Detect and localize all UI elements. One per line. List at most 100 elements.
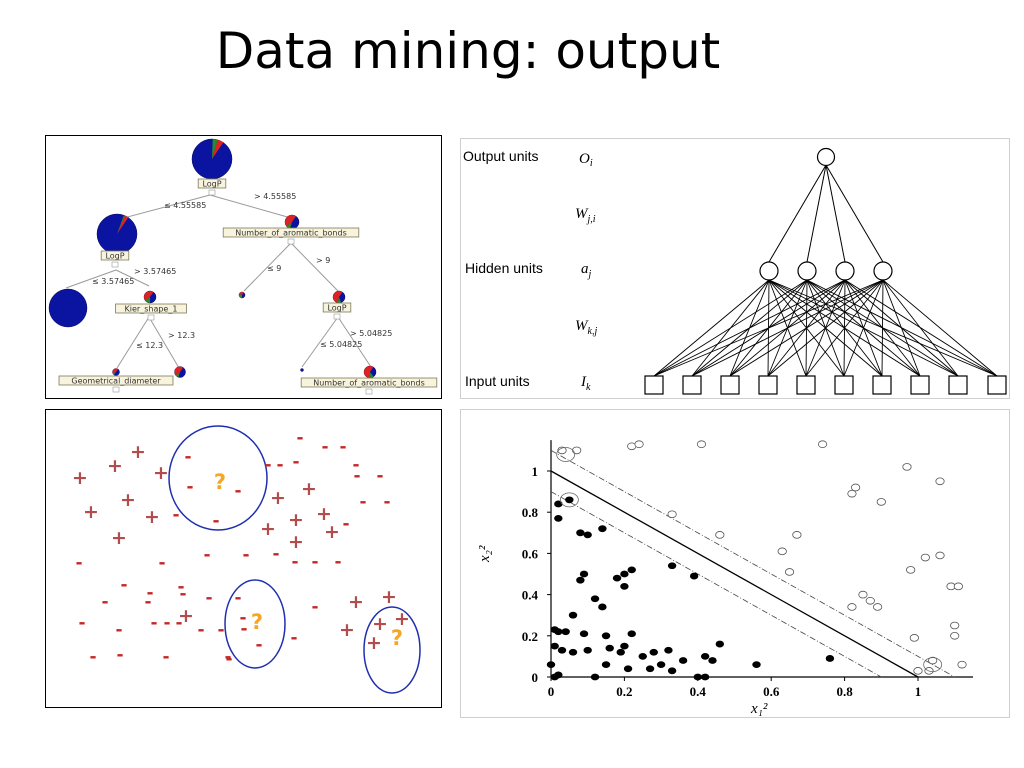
tree-node-left-right: Kier_shape_1 (115, 303, 187, 321)
decision-tree-diagram: LogP LogP Number_of_aromatic_bonds Kier_sha… (48, 138, 438, 395)
y-axis-label: x₂² (477, 545, 493, 563)
x-tick-label: 0.6 (763, 684, 780, 699)
x-tick-label: 0.8 (836, 684, 853, 699)
tree-edge-label-kier-le: ≤ 12.3 (136, 341, 163, 350)
hidden-unit (873, 261, 893, 281)
margin-line (550, 450, 955, 678)
positive-point (700, 673, 710, 681)
input-hidden-weight (882, 279, 921, 377)
positive-point (620, 582, 629, 590)
tree-node-leaf-nab: Number_of_aromatic_bonds (300, 377, 438, 395)
y-tick-label: 0.4 (522, 588, 539, 603)
tree-node-pie-kier-gt (174, 366, 186, 378)
minus-sample: - (311, 597, 318, 617)
minus-sample: - (321, 437, 328, 457)
plus-sample: + (288, 509, 304, 531)
positive-point (715, 640, 725, 648)
hidden-units-label: Hidden units (465, 260, 543, 276)
minus-sample: - (197, 620, 204, 640)
tree-edge-label-logp2-le: ≤ 5.04825 (320, 340, 362, 349)
negative-point (913, 667, 923, 675)
positive-point (561, 628, 570, 636)
positive-point (620, 642, 629, 650)
negative-point (858, 590, 868, 599)
input-hidden-weight (729, 279, 884, 377)
positive-point (627, 566, 636, 574)
negative-point (817, 440, 828, 449)
positive-point (825, 655, 835, 662)
minus-sample: - (225, 649, 232, 669)
input-unit (834, 375, 854, 395)
minus-sample: - (101, 592, 108, 612)
negative-point (777, 547, 787, 556)
tree-node-pie-right (284, 214, 300, 230)
negative-point (876, 498, 886, 506)
negative-point (847, 489, 857, 498)
positive-point (664, 646, 673, 654)
plus-sample: + (324, 521, 340, 543)
cluster-ellipse-2 (224, 579, 286, 669)
y-tick-label: 0.6 (522, 546, 539, 561)
input-hidden-weight (805, 279, 884, 377)
hidden-output-weight (768, 164, 827, 263)
input-symbol: Ik (580, 374, 591, 393)
minus-sample: - (144, 592, 151, 612)
negative-point (953, 582, 963, 591)
input-hidden-weight (767, 279, 884, 377)
tree-node-right: Number_of_aromatic_bonds (222, 227, 360, 245)
positive-point (565, 496, 574, 504)
minus-sample: - (78, 613, 85, 633)
tree-node-label: Kier_shape_1 (125, 305, 178, 314)
clustering-panel: + + + + + + + + + + + + + + + + + + + + + + - - - - - - - - - - - - - - - - - -… (45, 409, 442, 708)
positive-point (638, 653, 647, 660)
cluster-ellipse-1 (168, 425, 268, 531)
unknown-sample-2: ? (251, 610, 263, 634)
positive-point (590, 595, 600, 603)
positive-point (579, 630, 589, 638)
minus-sample: - (234, 481, 241, 501)
plus-sample: + (372, 613, 388, 635)
minus-sample: - (179, 584, 186, 604)
positive-point (649, 648, 658, 656)
positive-point (546, 661, 556, 669)
minus-sample: - (217, 620, 224, 640)
support-vector-ring (923, 657, 943, 673)
positive-point (568, 611, 578, 619)
tree-edge-label-nab-le: ≤ 9 (267, 264, 281, 273)
input-unit (682, 375, 702, 395)
tree-node-pie-leaf-ll (48, 288, 88, 328)
input-hidden-weight (653, 279, 808, 377)
negative-point (572, 446, 582, 455)
positive-point (583, 531, 592, 539)
tree-node-root: LogP (197, 178, 227, 196)
minus-sample: - (376, 466, 383, 486)
minus-sample: - (146, 583, 153, 603)
minus-sample: - (290, 628, 297, 648)
minus-sample: - (359, 492, 366, 512)
minus-sample: - (115, 620, 122, 640)
negative-point (696, 440, 707, 449)
minus-sample: - (203, 545, 210, 565)
positive-point (678, 657, 688, 664)
classification-scatter-diagram: +++ +++ +++ ++ ++ ++++ ++ + ++- - -- -- -- --- -- -- - --… (72, 425, 421, 694)
tree-edge-label-root-le: ≤ 4.55585 (164, 201, 206, 210)
tree-node-pie-left (96, 213, 138, 255)
input-unit (910, 375, 930, 395)
input-hidden-weight (653, 279, 846, 377)
plus-sample: + (107, 455, 123, 477)
positive-point (554, 671, 563, 679)
negative-point (634, 440, 644, 449)
positive-point (598, 525, 607, 533)
minus-sample: - (163, 613, 170, 633)
tree-node-label: LogP (105, 252, 124, 261)
plus-sample: + (144, 506, 160, 528)
input-unit (758, 375, 778, 395)
minus-sample: - (255, 635, 262, 655)
positive-point (554, 500, 563, 508)
neural-network-panel: Output units Oi Wj,i Hidden units aj Wk,… (460, 138, 1010, 399)
positive-point (576, 576, 585, 584)
minus-sample: - (175, 613, 182, 633)
positive-point (689, 572, 699, 580)
minus-sample: - (272, 544, 279, 564)
minus-sample: - (291, 552, 298, 572)
